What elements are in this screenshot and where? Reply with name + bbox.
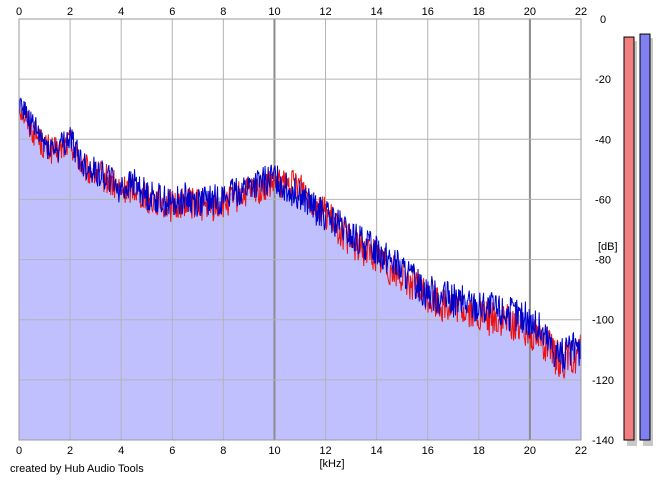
x-tick-top-label: 22 xyxy=(575,6,587,18)
y-tick-label: -40 xyxy=(595,134,611,146)
area-layer xyxy=(19,97,581,440)
y-axis-title: [dB] xyxy=(598,241,618,253)
blue-level-meter xyxy=(639,33,651,441)
y-tick-labels: 0 -20 -40 -60 -80 -100 -120 -140 xyxy=(592,14,614,447)
blue-series-line xyxy=(18,95,582,373)
credit-text: created by Hub Audio Tools xyxy=(10,463,144,475)
x-tick-top-label: 4 xyxy=(118,6,124,18)
x-tick-bottom-label: 10 xyxy=(268,445,280,457)
y-tick-label: -140 xyxy=(592,435,614,447)
level-meters xyxy=(623,33,653,447)
y-tick-label: -100 xyxy=(592,315,614,327)
x-tick-bottom-label: 20 xyxy=(524,445,536,457)
x-tick-top-label: 10 xyxy=(268,6,280,18)
y-tick-label: -120 xyxy=(592,375,614,387)
x-tick-top-label: 16 xyxy=(422,6,434,18)
x-tick-top-label: 0 xyxy=(16,6,22,18)
y-tick-label: 0 xyxy=(600,14,606,26)
x-tick-top-label: 6 xyxy=(169,6,175,18)
y-tick-label: -20 xyxy=(595,74,611,86)
x-tick-bottom-label: 8 xyxy=(220,445,226,457)
x-tick-bottom-label: 22 xyxy=(575,445,587,457)
x-tick-top-label: 2 xyxy=(67,6,73,18)
series-layer xyxy=(18,95,582,379)
x-tick-bottom-label: 6 xyxy=(169,445,175,457)
x-tick-bottom-label: 4 xyxy=(118,445,124,457)
red-level-meter xyxy=(623,36,635,441)
x-tick-bottom-label: 12 xyxy=(319,445,331,457)
spectrum-area xyxy=(19,97,581,440)
x-tick-bottom-label: 0 xyxy=(16,445,22,457)
x-tick-top-label: 12 xyxy=(319,6,331,18)
x-tick-bottom-label: 14 xyxy=(371,445,383,457)
x-tick-bottom-label: 2 xyxy=(67,445,73,457)
y-tick-label: -60 xyxy=(595,194,611,206)
x-tick-bottom-label: 18 xyxy=(473,445,485,457)
plot-frame xyxy=(18,18,582,441)
x-axis-title: [kHz] xyxy=(319,458,344,470)
x-tick-top-label: 18 xyxy=(473,6,485,18)
x-tick-top-label: 20 xyxy=(524,6,536,18)
x-tick-top-label: 8 xyxy=(220,6,226,18)
x-tick-top-label: 14 xyxy=(371,6,383,18)
x-tick-bottom-label: 16 xyxy=(422,445,434,457)
y-tick-label: -80 xyxy=(595,255,611,267)
